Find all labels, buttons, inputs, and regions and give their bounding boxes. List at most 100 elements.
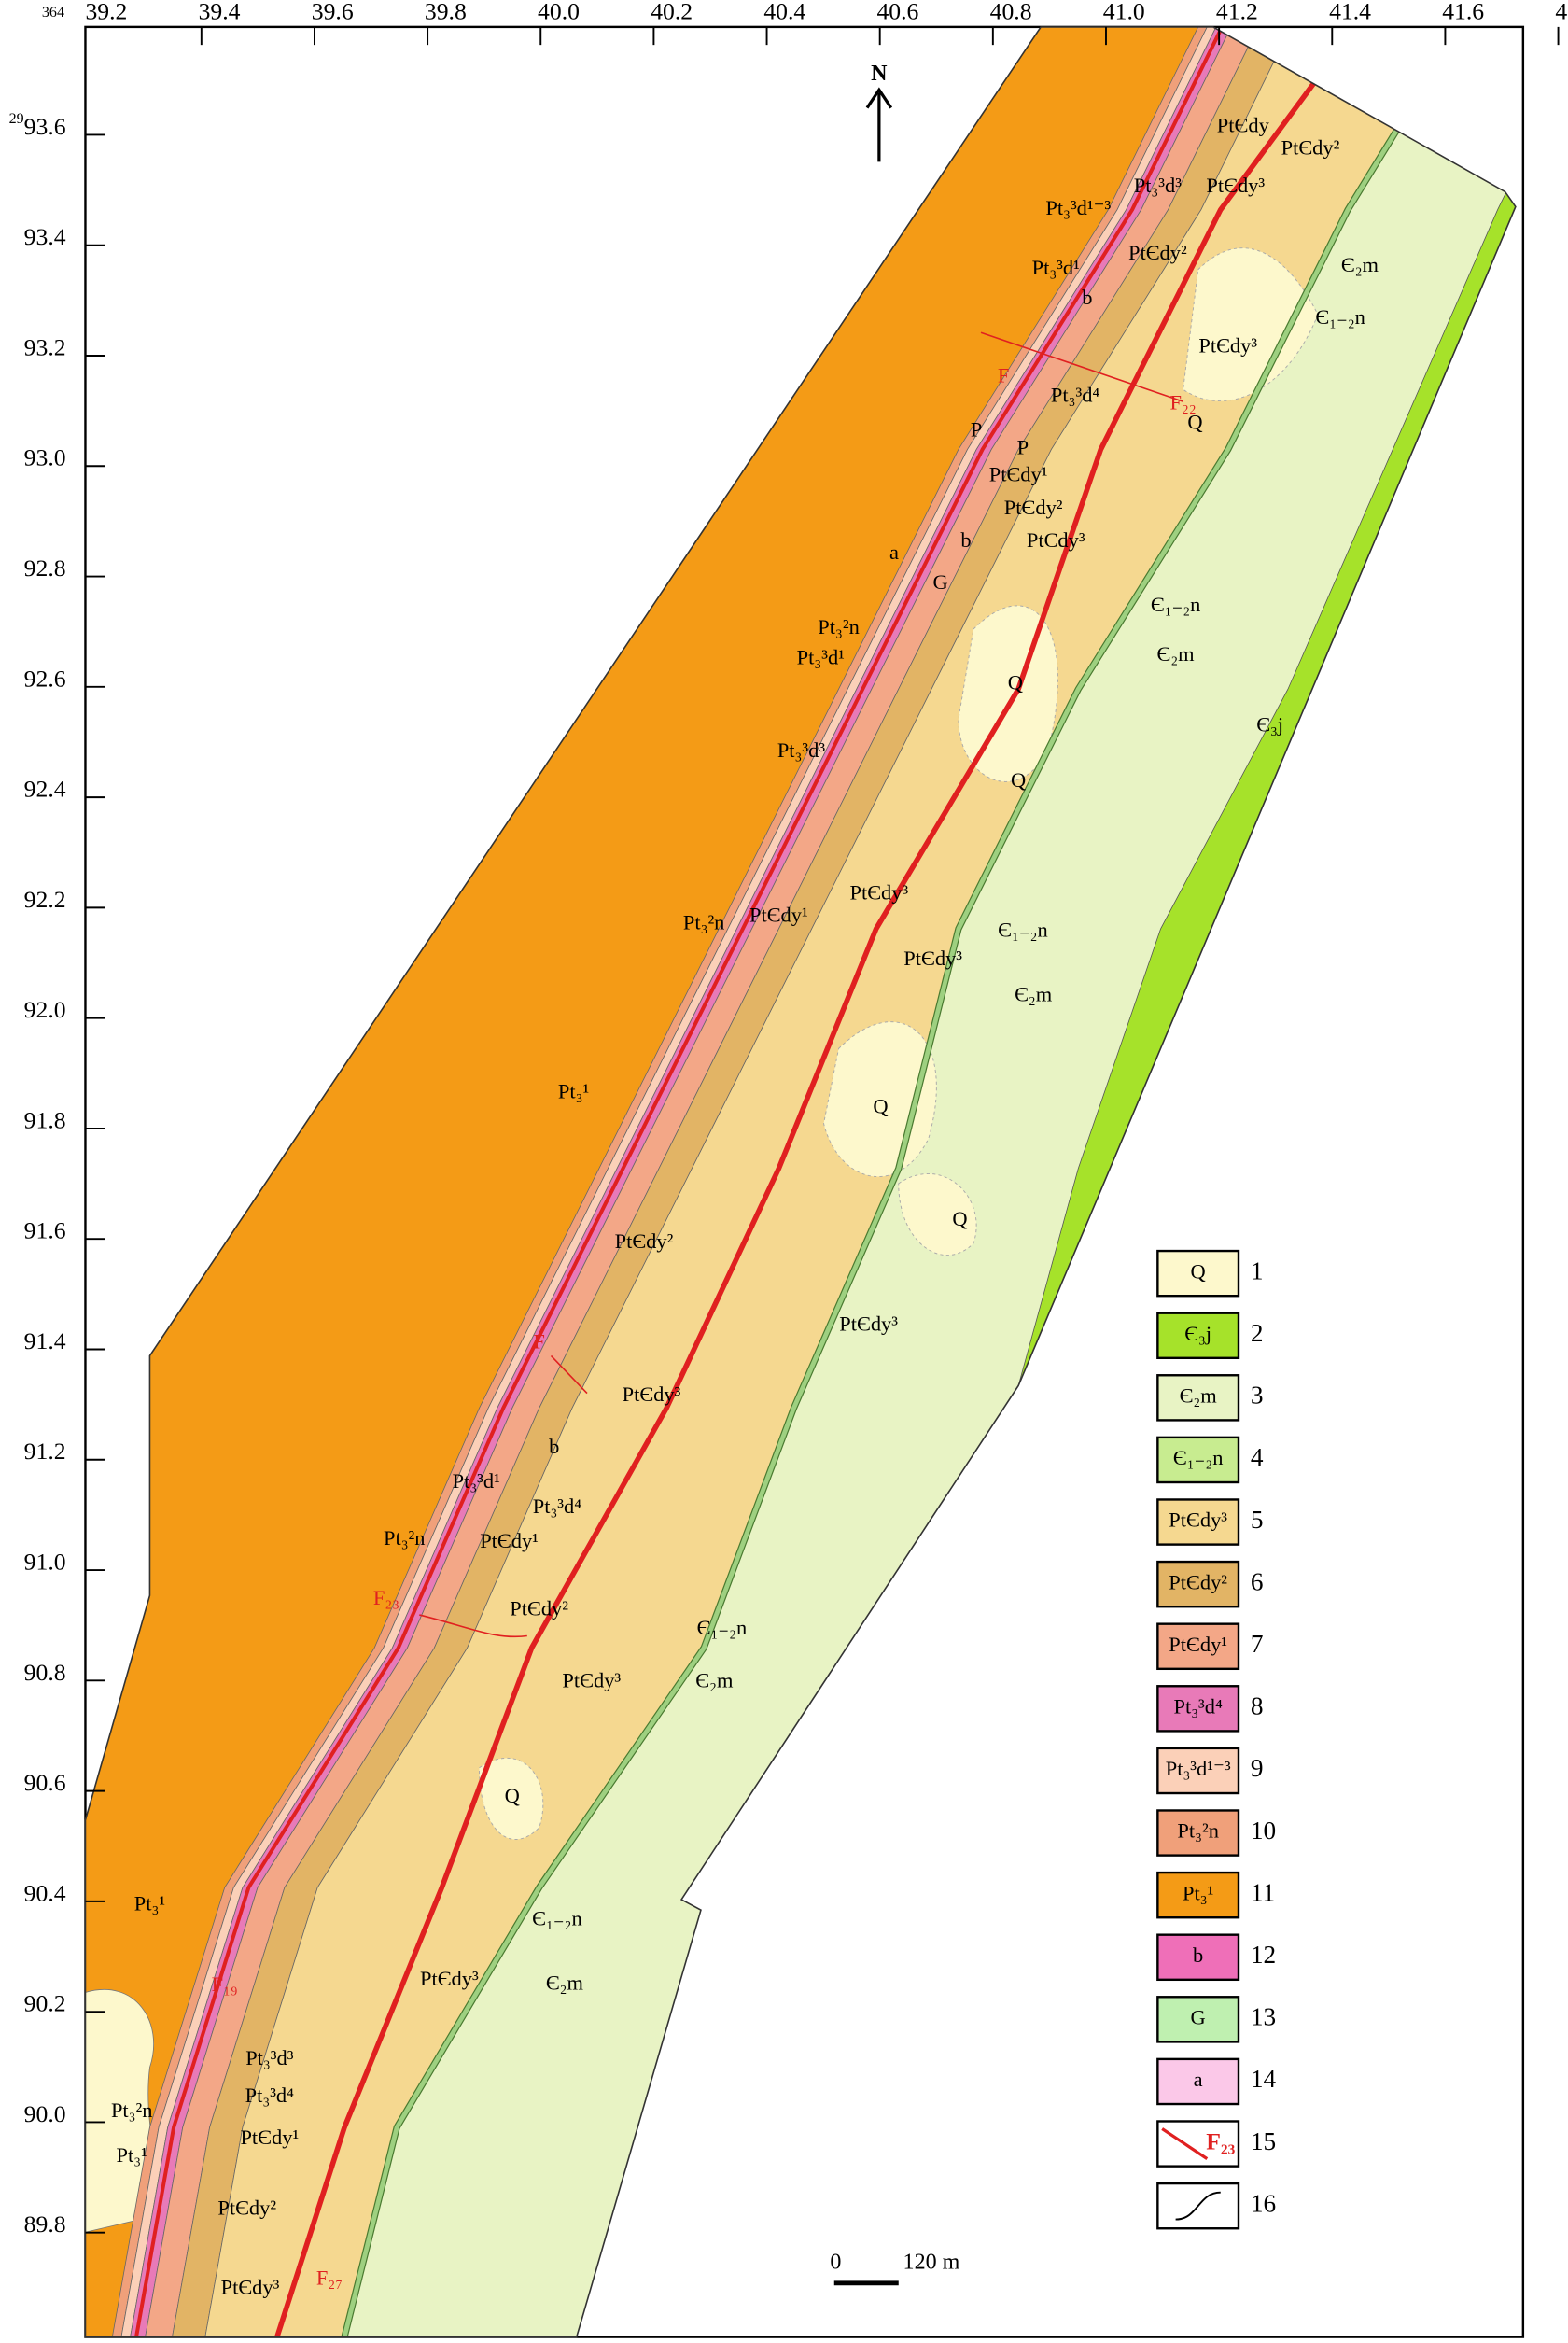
legend-swatch [1156, 1996, 1240, 2043]
map-label: PtЄdy³ [903, 947, 962, 970]
map-label: Pt₃³d³ [1134, 174, 1183, 197]
x-tick-label: 40.0 [538, 0, 580, 24]
legend-number: 9 [1251, 1754, 1264, 1782]
legend-number: 7 [1251, 1630, 1264, 1658]
scale-zero: 0 [830, 2250, 841, 2274]
legend-number: 3 [1251, 1382, 1264, 1410]
legend-number: 14 [1251, 2065, 1277, 2093]
y-tick-label: 92.6 [24, 665, 66, 692]
legend-number: 2 [1251, 1319, 1264, 1347]
map-label: F [533, 1330, 544, 1354]
map-label: Є₁₋₂n [1151, 593, 1201, 616]
map-label: b [1082, 286, 1092, 309]
map-label: PtЄdy¹ [989, 463, 1048, 486]
map-label: Pt₃¹ [117, 2143, 147, 2167]
x-tick-label: 40.6 [876, 0, 918, 24]
map-label: PtЄdy [1217, 114, 1270, 137]
map-label: Є₁₋₂n [1315, 305, 1365, 329]
legend-swatch [1156, 1809, 1240, 1857]
legend-label: Є₂m [1180, 1383, 1218, 1407]
x-tick-label: 40.4 [763, 0, 805, 24]
map-label: Q [952, 1207, 967, 1230]
map-label: Pt₃¹ [134, 1892, 165, 1915]
fault-west [134, 26, 1225, 2337]
north-label: N [871, 62, 888, 86]
legend-swatch [1156, 1312, 1240, 1360]
y-tick-label: 91.0 [24, 1549, 66, 1576]
map-label: Є₂m [1341, 253, 1379, 276]
legend-swatch [1156, 1498, 1240, 1546]
map-label: PtЄdy³ [420, 1967, 479, 1990]
legend-swatch [1156, 1560, 1240, 1608]
legend-swatch [1156, 1374, 1240, 1422]
map-label: PtЄdy² [1281, 136, 1340, 160]
map-label: PtЄdy² [217, 2196, 276, 2219]
x-tick-label: 39.6 [312, 0, 354, 24]
legend-swatch [1156, 1685, 1240, 1733]
x-tick-label: 41.0 [1103, 0, 1145, 24]
map-label: PtЄdy³ [1198, 333, 1257, 357]
map-label: G [933, 570, 948, 594]
map-label: PtЄdy² [1004, 496, 1063, 519]
fault-f [550, 1354, 588, 1395]
corner-x: 364 [42, 5, 64, 21]
x-tick-label: 41.8 [1555, 0, 1568, 24]
map-label: Pt₃²n [384, 1526, 426, 1550]
legend-swatch [1156, 2057, 1240, 2106]
map-label: b [549, 1435, 559, 1458]
y-tick-label: 89.8 [24, 2210, 66, 2238]
map-label: F₁₉ [212, 1972, 238, 1996]
map-label: PtЄdy² [615, 1229, 674, 1253]
legend-number: 13 [1251, 2003, 1276, 2031]
y-tick-label: 90.0 [24, 2100, 66, 2127]
legend-swatch [1156, 1622, 1240, 1671]
x-tick-label: 40.8 [990, 0, 1032, 24]
map-label: PtЄdy¹ [480, 1529, 539, 1552]
x-tick-label: 39.8 [425, 0, 467, 24]
unit-q [478, 1757, 544, 1840]
map-label: Pt₃³d³ [245, 2046, 294, 2069]
map-label: Pt₃²n [818, 615, 860, 638]
legend-label: F₂₃ [1206, 2127, 1235, 2154]
y-tick-label: 92.4 [24, 776, 66, 803]
map-label: PtЄdy² [1128, 241, 1187, 264]
map-label: Q [873, 1095, 888, 1118]
legend-fault-icon [1161, 2127, 1209, 2160]
legend-number: 15 [1251, 2127, 1276, 2155]
legend-label: PtЄdy¹ [1169, 1633, 1227, 1656]
map-label: Q [1187, 410, 1202, 433]
fault-f23 [419, 1614, 527, 1638]
y-tick-label: 92.0 [24, 996, 66, 1023]
map-label: Є₂m [1157, 642, 1196, 666]
legend-swatch [1156, 1436, 1240, 1484]
y-tick-label: 93.2 [24, 333, 66, 360]
map-label: PtЄdy³ [562, 1668, 621, 1691]
map-label: Є₂m [1015, 982, 1053, 1005]
map-label: Pt₃³d¹⁻³ [1045, 196, 1111, 219]
x-tick-label: 39.4 [199, 0, 241, 24]
map-label: PtЄdy¹ [240, 2126, 299, 2149]
y-tick-label: 90.6 [24, 1769, 66, 1796]
map-label: a [889, 540, 899, 564]
map-label: Pt₃³d⁴ [533, 1494, 582, 1518]
legend-label: PtЄdy³ [1169, 1508, 1227, 1532]
x-tick-label: 41.6 [1442, 0, 1484, 24]
x-tick-label: 40.2 [651, 0, 693, 24]
legend-number: 10 [1251, 1817, 1276, 1845]
map-label: PtЄdy¹ [749, 903, 808, 926]
unit-q [898, 1172, 977, 1256]
legend-label: b [1193, 1943, 1203, 1967]
legend-number: 1 [1251, 1256, 1264, 1284]
legend-swatch [1156, 1933, 1240, 1982]
legend-label: Є₃j [1184, 1322, 1211, 1345]
legend-contact-icon [1175, 2191, 1221, 2221]
corner-y: 29 [9, 111, 24, 127]
contact-e12n [342, 26, 1463, 2337]
legend-number: 16 [1251, 2189, 1276, 2217]
legend-label: a [1194, 2068, 1203, 2091]
map-label: F₂₂ [1170, 390, 1197, 414]
map-label: F [998, 364, 1009, 387]
y-tick-label: 91.6 [24, 1217, 66, 1244]
legend-number: 8 [1251, 1692, 1264, 1720]
legend-label: Є₁₋₂n [1173, 1446, 1224, 1469]
